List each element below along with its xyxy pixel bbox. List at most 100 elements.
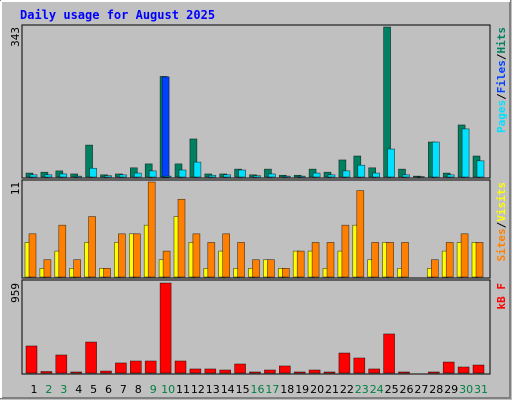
bar	[323, 371, 336, 374]
bar	[115, 362, 127, 374]
plot-area	[21, 279, 491, 375]
bar	[204, 368, 217, 374]
x-tick-label: 30	[459, 383, 473, 396]
bar	[341, 224, 350, 278]
bar	[192, 233, 201, 278]
bar	[368, 368, 381, 374]
bar	[100, 370, 112, 374]
bar	[461, 128, 470, 178]
x-tick-label: 11	[176, 383, 190, 396]
x-tick-label: 8	[135, 383, 142, 396]
bar	[338, 352, 351, 374]
legend-entry: Visits	[495, 182, 508, 222]
bar	[442, 361, 455, 374]
bar	[55, 354, 68, 374]
bar	[103, 268, 111, 278]
legend-entry: Sites	[495, 228, 508, 261]
bar	[278, 365, 291, 374]
bar	[446, 174, 455, 178]
bar	[282, 175, 291, 178]
bar	[281, 268, 290, 278]
bar	[193, 161, 202, 178]
bar	[264, 369, 276, 374]
bar	[178, 169, 187, 178]
bar	[133, 233, 141, 278]
bar	[208, 174, 217, 178]
bar	[163, 175, 172, 178]
legend-separator: /	[495, 53, 508, 60]
bar	[296, 250, 305, 278]
bar	[383, 26, 391, 178]
x-tick-label: 14	[221, 383, 235, 396]
bar	[130, 167, 138, 178]
bar	[368, 167, 377, 178]
bar	[174, 360, 187, 374]
x-tick-label: 3	[60, 383, 67, 396]
y-tick-label: 343	[9, 27, 22, 47]
legend: kB F	[495, 283, 508, 310]
x-tick-label: 31	[474, 383, 488, 396]
x-tick-label: 20	[310, 383, 324, 396]
bar	[398, 168, 406, 178]
bar	[144, 163, 153, 178]
bar	[312, 172, 321, 178]
legend: Sites/Visits	[495, 182, 508, 262]
bar	[40, 371, 53, 374]
bar	[342, 170, 351, 178]
bar	[147, 181, 156, 278]
bar	[472, 364, 485, 374]
x-tick-label: 25	[385, 383, 399, 396]
bar	[43, 259, 52, 278]
panels	[21, 24, 491, 375]
bar	[308, 369, 321, 374]
bar	[297, 175, 306, 178]
bar	[144, 360, 157, 374]
bar	[223, 174, 231, 178]
x-tick-label: 13	[206, 383, 220, 396]
legend-entry: Pages	[495, 100, 508, 133]
bar	[268, 173, 276, 178]
bar	[118, 233, 126, 278]
bar	[177, 198, 186, 278]
bar	[74, 175, 82, 178]
bar	[427, 371, 440, 374]
bar	[460, 233, 469, 278]
x-tick-label: 28	[429, 383, 443, 396]
x-tick-label: 1	[31, 383, 38, 396]
bar	[134, 172, 142, 178]
bar	[161, 76, 170, 178]
bar	[89, 167, 97, 178]
bar	[44, 174, 53, 178]
legend-entry: Hits	[495, 27, 508, 54]
bar	[357, 164, 366, 178]
x-tick-label: 19	[295, 383, 309, 396]
bar	[383, 333, 395, 374]
bar	[58, 224, 67, 278]
chart-title: Daily usage for August 2025	[20, 8, 215, 22]
bar	[326, 242, 335, 278]
bar	[476, 160, 485, 178]
bar	[267, 259, 275, 278]
x-tick-label: 6	[105, 383, 112, 396]
bar	[401, 242, 409, 278]
legend-entry: Files	[495, 60, 508, 93]
bar	[475, 242, 484, 278]
bar	[70, 173, 78, 178]
bar	[264, 168, 272, 178]
bar	[222, 233, 230, 278]
legend-separator: /	[495, 93, 508, 100]
x-tick-label: 5	[90, 383, 97, 396]
bar	[234, 363, 246, 374]
x-tick-label: 9	[150, 383, 157, 396]
bar	[130, 360, 142, 374]
bar	[253, 175, 261, 178]
bar	[159, 282, 172, 374]
x-tick-label: 27	[414, 383, 428, 396]
bar	[249, 371, 261, 374]
bar	[311, 242, 320, 278]
bar	[162, 250, 171, 278]
bar	[338, 159, 347, 178]
plot-area	[21, 24, 491, 179]
bar	[25, 345, 38, 374]
